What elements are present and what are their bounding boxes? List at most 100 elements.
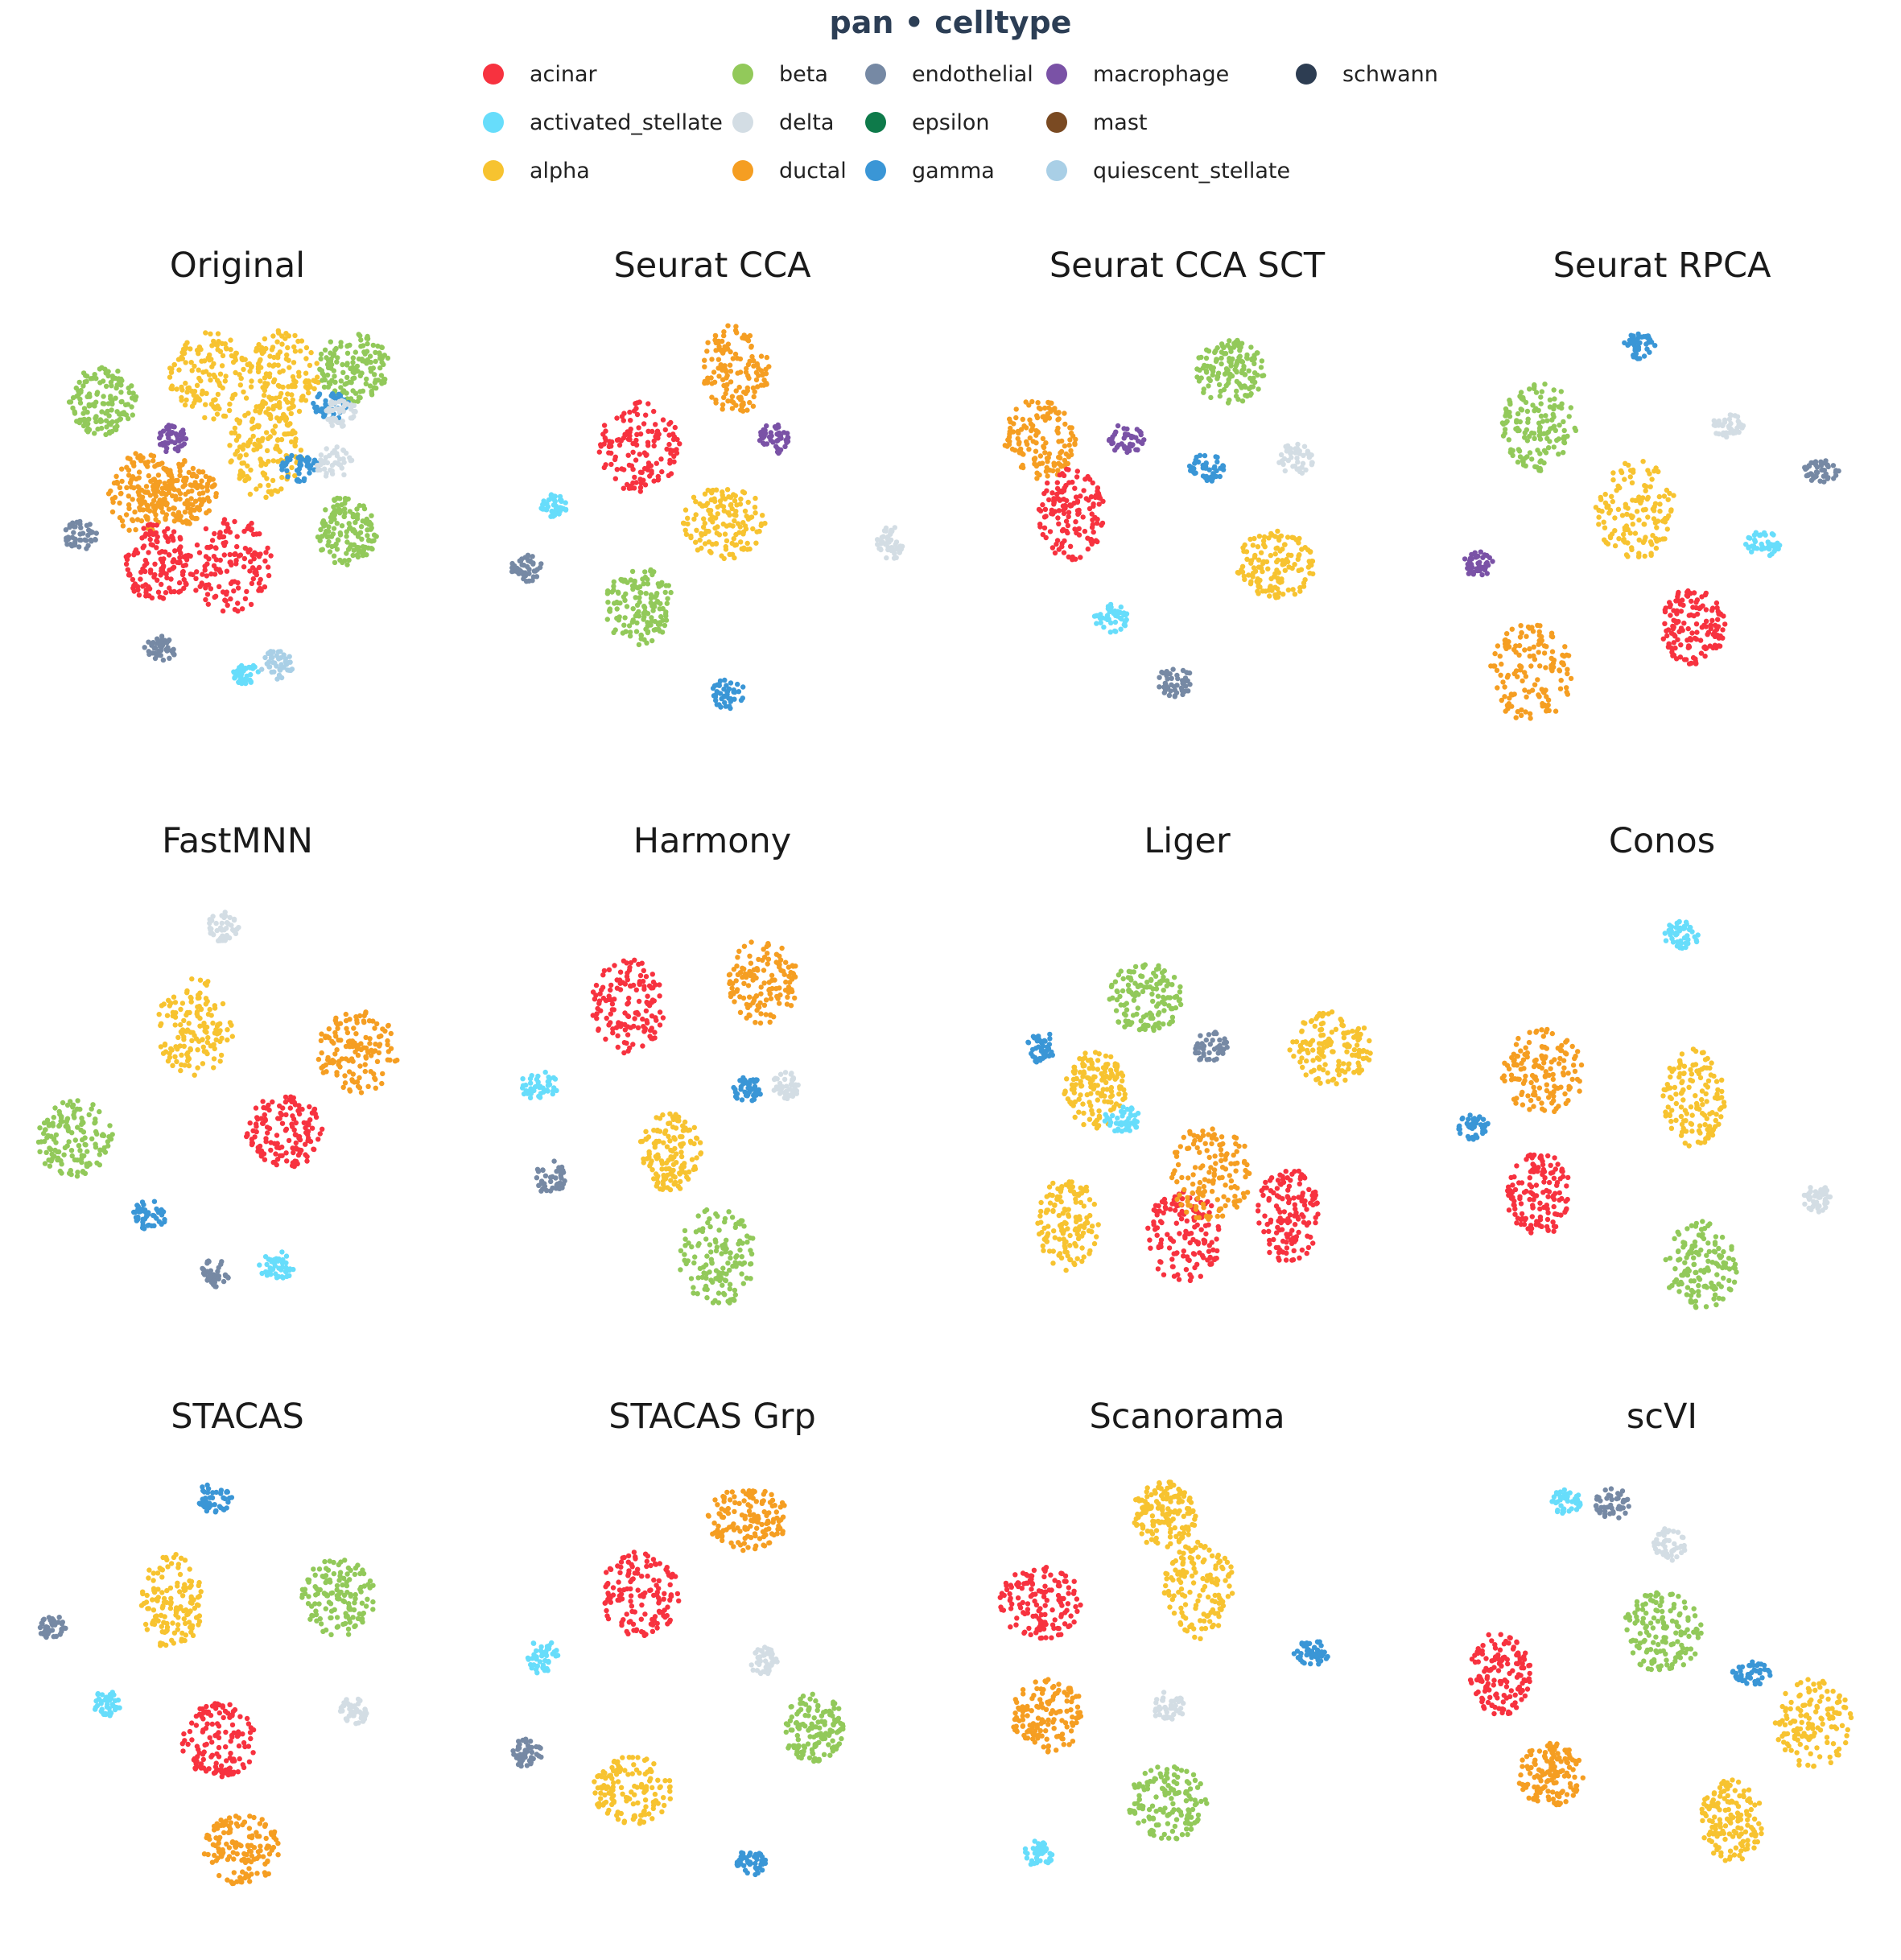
point: [1062, 411, 1066, 415]
point: [1193, 470, 1198, 475]
point: [350, 365, 355, 369]
point: [688, 534, 693, 538]
point: [335, 496, 340, 501]
point: [241, 443, 246, 448]
point: [353, 1050, 357, 1054]
legend-label: ductal: [779, 159, 847, 184]
point: [86, 417, 91, 422]
point: [609, 589, 614, 594]
point: [1275, 529, 1280, 534]
point: [159, 1207, 163, 1212]
point: [183, 381, 188, 386]
point: [1245, 393, 1250, 398]
point: [279, 675, 284, 680]
point: [213, 545, 218, 550]
point: [235, 600, 240, 605]
point: [602, 465, 607, 470]
point: [291, 1150, 295, 1155]
point: [671, 460, 676, 464]
point: [167, 638, 171, 642]
umap-panel: Original: [0, 246, 475, 809]
point: [615, 606, 620, 611]
point: [1621, 538, 1626, 543]
point: [249, 1137, 254, 1141]
point: [319, 357, 324, 361]
point: [126, 416, 130, 421]
point: [713, 333, 718, 338]
point: [169, 484, 174, 489]
point: [1503, 427, 1507, 431]
point: [161, 466, 166, 471]
point: [710, 519, 715, 524]
point: [658, 621, 662, 626]
point: [644, 453, 649, 458]
point: [287, 654, 292, 659]
point: [1689, 599, 1693, 604]
point: [1157, 675, 1161, 680]
point: [1027, 418, 1032, 423]
point: [358, 344, 363, 349]
point: [1628, 513, 1633, 518]
point: [54, 1133, 59, 1137]
point: [673, 425, 678, 430]
point: [189, 976, 194, 981]
point: [168, 1046, 173, 1051]
point: [279, 437, 284, 442]
point: [173, 1015, 178, 1020]
point: [1048, 401, 1053, 406]
point: [558, 494, 563, 499]
umap-panel: FastMNN: [0, 821, 475, 1384]
legend-label: alpha: [530, 159, 590, 184]
point: [179, 436, 184, 441]
point: [152, 1199, 157, 1204]
point: [274, 1145, 279, 1149]
point: [1086, 497, 1091, 502]
point: [712, 526, 717, 530]
point: [203, 402, 208, 407]
point: [1026, 447, 1031, 452]
point: [1107, 617, 1111, 621]
point: [1662, 493, 1667, 498]
point: [1664, 516, 1669, 521]
point: [1561, 450, 1565, 455]
point: [633, 438, 638, 443]
point: [85, 421, 90, 426]
point: [643, 413, 648, 418]
cluster-ductal: [1488, 623, 1573, 721]
point: [1635, 509, 1639, 514]
point: [1549, 633, 1554, 638]
point: [351, 355, 356, 360]
point: [64, 542, 69, 547]
point: [124, 465, 129, 470]
point: [1641, 540, 1646, 545]
point: [1256, 544, 1260, 549]
point: [142, 499, 147, 504]
point: [1552, 396, 1557, 401]
point: [745, 547, 750, 551]
point: [1057, 508, 1062, 513]
point: [1248, 345, 1253, 349]
point: [1649, 553, 1654, 558]
point: [75, 1124, 80, 1129]
point: [540, 502, 545, 507]
legend-label: acinar: [530, 62, 597, 87]
point: [1561, 435, 1566, 439]
point: [167, 585, 171, 590]
point: [81, 1129, 86, 1134]
point: [254, 567, 258, 572]
point: [67, 525, 72, 530]
point: [1067, 437, 1072, 442]
point: [1617, 485, 1622, 490]
point: [37, 1149, 42, 1154]
point: [114, 419, 119, 423]
point: [1666, 645, 1671, 650]
point: [728, 369, 733, 373]
point: [118, 382, 123, 387]
point: [1204, 356, 1209, 361]
point: [1305, 547, 1310, 552]
point: [206, 1258, 211, 1263]
point: [95, 390, 100, 394]
point: [296, 1153, 301, 1157]
point: [220, 921, 225, 926]
point: [198, 483, 203, 488]
